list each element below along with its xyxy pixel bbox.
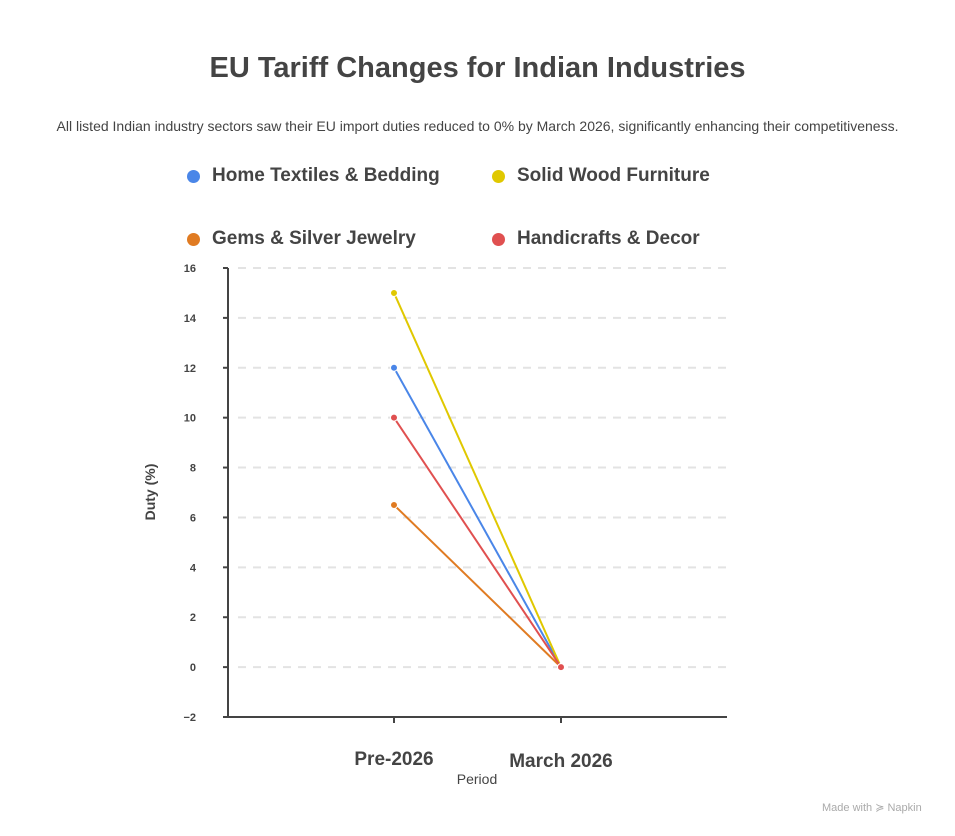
y-tick-label: 14 [184,313,197,325]
y-tick-label: 4 [190,562,197,574]
x-tick-label: March 2026 [509,751,613,772]
legend-label: Solid Wood Furniture [517,165,710,186]
y-tick-label: 2 [190,612,196,624]
legend-item: Home Textiles & Bedding [187,165,440,187]
series-line [393,504,562,668]
legend-marker [187,232,200,246]
legend-marker [187,169,200,183]
legend-item: Gems & Silver Jewelry [187,228,416,250]
legend-marker [492,169,505,183]
legend-label: Handicrafts & Decor [517,228,700,249]
legend-label: Home Textiles & Bedding [212,165,440,186]
y-tick-label: 10 [184,413,196,425]
data-point [390,500,398,509]
data-point [557,663,565,672]
chart-subtitle: All listed Indian industry sectors saw t… [56,118,899,134]
series-line [393,367,562,668]
legend-marker [492,232,505,246]
y-tick-label: −2 [183,712,196,724]
y-tick-label: 0 [190,662,196,674]
y-tick-label: 6 [190,512,196,524]
data-point [390,413,398,422]
y-axis-label: Duty (%) [142,464,158,521]
y-tick-label: 16 [184,263,196,275]
credit: Made with ≽ Napkin [822,802,922,814]
legend-label: Gems & Silver Jewelry [212,228,416,249]
x-axis-label: Period [457,771,497,787]
series-line [393,292,562,668]
legend-item: Solid Wood Furniture [492,165,710,187]
x-tick-label: Pre-2026 [354,749,433,770]
legend-item: Handicrafts & Decor [492,228,700,250]
chart-title: EU Tariff Changes for Indian Industries [209,52,746,84]
y-tick-label: 8 [190,463,196,475]
data-point [390,288,398,297]
y-tick-label: 12 [184,363,196,375]
series-line [393,417,562,668]
data-point [390,363,398,372]
